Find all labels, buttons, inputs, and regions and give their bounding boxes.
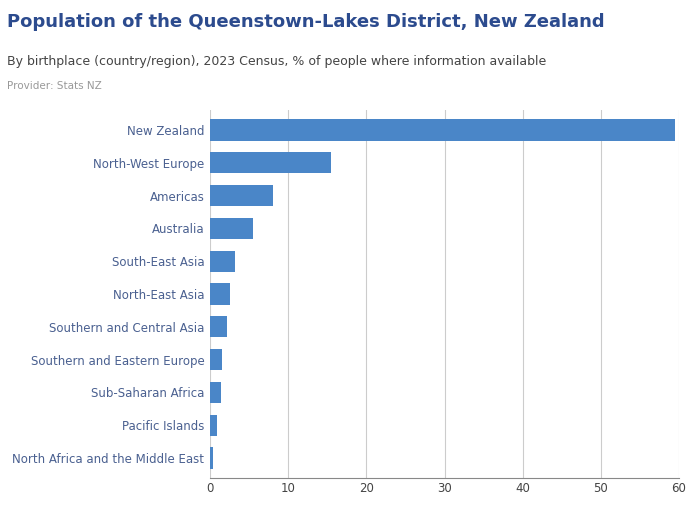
- Bar: [210, 349, 222, 370]
- Bar: [210, 152, 331, 173]
- Bar: [210, 218, 253, 239]
- Bar: [210, 382, 221, 403]
- Text: figure.nz: figure.nz: [579, 16, 660, 30]
- Bar: [210, 316, 228, 338]
- Bar: [210, 284, 230, 304]
- Bar: [210, 250, 235, 272]
- Text: Population of the Queenstown-Lakes District, New Zealand: Population of the Queenstown-Lakes Distr…: [7, 13, 605, 31]
- Text: Provider: Stats NZ: Provider: Stats NZ: [7, 81, 101, 91]
- Bar: [210, 185, 272, 206]
- Bar: [210, 415, 217, 436]
- Bar: [210, 447, 213, 469]
- Bar: [210, 119, 675, 141]
- Text: By birthplace (country/region), 2023 Census, % of people where information avail: By birthplace (country/region), 2023 Cen…: [7, 55, 546, 68]
